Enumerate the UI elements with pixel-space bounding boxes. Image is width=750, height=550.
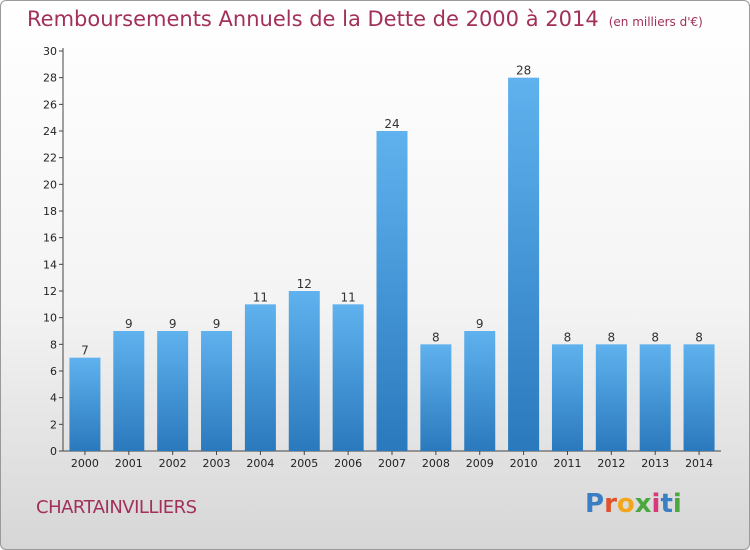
bar-2001 [113, 331, 145, 451]
x-tick-label: 2013 [641, 457, 669, 470]
x-tick-label: 2008 [422, 457, 450, 470]
logo-letter: x [634, 489, 652, 519]
y-tick-label: 8 [50, 338, 57, 351]
bar-2009 [464, 331, 496, 451]
y-tick-label: 24 [43, 125, 57, 138]
data-label: 9 [169, 317, 177, 331]
y-tick-label: 16 [43, 232, 57, 245]
data-label: 9 [476, 317, 484, 331]
bar-2013 [639, 344, 671, 451]
x-tick-label: 2006 [334, 457, 362, 470]
x-tick-label: 2009 [466, 457, 494, 470]
bar-2007 [376, 131, 408, 451]
bar-2003 [201, 331, 233, 451]
y-tick-label: 0 [50, 445, 57, 458]
data-label: 8 [608, 330, 616, 344]
logo-letter: t [660, 489, 673, 519]
bar-2010 [508, 77, 540, 452]
data-label: 8 [695, 330, 703, 344]
logo-letter: i [672, 489, 682, 519]
x-tick-label: 2003 [203, 457, 231, 470]
logo-letter: P [585, 489, 605, 519]
x-tick-label: 2010 [510, 457, 538, 470]
chart-unit: (en milliers d'€) [608, 15, 703, 29]
y-tick-label: 30 [43, 45, 57, 58]
bar-2000 [69, 357, 101, 451]
bar-2004 [244, 304, 276, 451]
x-tick-label: 2001 [115, 457, 143, 470]
data-label: 8 [564, 330, 572, 344]
x-tick-label: 2002 [159, 457, 187, 470]
data-label: 7 [81, 344, 89, 358]
x-tick-label: 2012 [597, 457, 625, 470]
bar-2008 [420, 344, 452, 451]
chart-title: Remboursements Annuels de la Dette de 20… [27, 7, 703, 31]
chart-title-text: Remboursements Annuels de la Dette de 20… [27, 7, 599, 31]
data-label: 28 [516, 64, 531, 78]
logo-letter: r [604, 489, 617, 519]
bar-2014 [683, 344, 715, 451]
bar-2012 [595, 344, 627, 451]
y-tick-label: 26 [43, 98, 57, 111]
y-tick-label: 10 [43, 312, 57, 325]
y-tick-label: 12 [43, 285, 57, 298]
proxiti-logo: Proxiti [585, 489, 682, 519]
data-label: 9 [125, 317, 133, 331]
data-label: 11 [253, 290, 268, 304]
y-tick-label: 28 [43, 72, 57, 85]
y-tick-label: 6 [50, 365, 57, 378]
logo-letter: o [616, 489, 635, 519]
bar-2006 [332, 304, 364, 451]
bar-2011 [551, 344, 583, 451]
y-tick-label: 18 [43, 205, 57, 218]
data-label: 11 [340, 290, 355, 304]
x-tick-label: 2014 [685, 457, 713, 470]
y-tick-label: 20 [43, 178, 57, 191]
data-label: 24 [384, 117, 399, 131]
data-label: 9 [213, 317, 221, 331]
data-label: 8 [651, 330, 659, 344]
x-tick-label: 2011 [553, 457, 581, 470]
x-tick-label: 2000 [71, 457, 99, 470]
y-tick-label: 22 [43, 152, 57, 165]
y-tick-label: 14 [43, 258, 57, 271]
city-name: CHARTAINVILLIERS [36, 497, 197, 518]
y-tick-label: 4 [50, 392, 57, 405]
data-label: 12 [297, 277, 312, 291]
x-tick-label: 2007 [378, 457, 406, 470]
bar-2005 [288, 291, 320, 451]
chart-bars: 7 9 9 9 11 12 11 24 8 9 28 8 8 8 8 [69, 64, 715, 452]
x-tick-label: 2005 [290, 457, 318, 470]
data-label: 8 [432, 330, 440, 344]
bar-2002 [157, 331, 189, 451]
logo-letter: i [651, 489, 661, 519]
y-tick-label: 2 [50, 418, 57, 431]
x-tick-label: 2004 [246, 457, 274, 470]
